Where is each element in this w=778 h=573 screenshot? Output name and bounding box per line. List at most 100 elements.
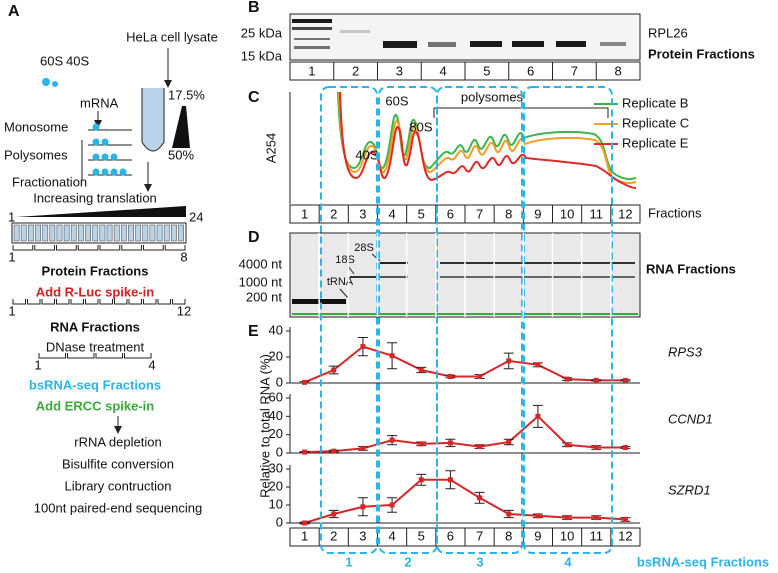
point: [593, 515, 599, 521]
tube: [27, 224, 34, 242]
point: [331, 448, 337, 454]
spike-label: Add R-Luc spike-in: [36, 284, 155, 299]
point: [360, 445, 366, 451]
bracket: [85, 299, 99, 305]
subunit-label: 40S: [66, 53, 89, 68]
point: [622, 377, 628, 383]
marker-label: 25 kDa: [241, 25, 283, 40]
polysome-icons: [81, 123, 132, 180]
fraction-label: 6: [447, 206, 454, 221]
tube: [70, 224, 77, 242]
step-title: bsRNA-seq Fractions: [29, 377, 161, 392]
tube: [163, 224, 170, 242]
point: [564, 442, 570, 448]
x-tick-label: 11: [590, 528, 604, 543]
tube: [13, 224, 20, 242]
translation-wedge: [16, 206, 186, 217]
lane-label: 3: [396, 63, 403, 78]
point: [564, 376, 570, 382]
step-title: RNA Fractions: [50, 319, 140, 334]
trace: [338, 91, 637, 185]
fraction-label: 10: [560, 206, 574, 221]
bracket: [12, 245, 34, 251]
tube: [56, 224, 63, 242]
step-label: Library contruction: [65, 478, 172, 493]
y-axis-label: Relative to total RNA (%): [257, 354, 272, 498]
group-label: 2: [404, 554, 411, 569]
bracket: [67, 353, 95, 359]
point: [389, 502, 395, 508]
fraction-tubes: [11, 222, 187, 244]
legend-label: Replicate C: [622, 115, 689, 130]
point: [389, 353, 395, 359]
step-label: DNase treatment: [46, 339, 145, 354]
bracket: [56, 299, 70, 305]
western-blot: [289, 13, 641, 61]
bracket: [114, 299, 128, 305]
point: [302, 449, 308, 455]
range-label: 1: [34, 357, 41, 372]
bracket: [172, 299, 186, 305]
tube: [178, 224, 184, 242]
tube: [142, 224, 149, 242]
panel-d: D 4000 nt 1000 nt 200 nt tRNA 18S 28S RN…: [239, 229, 736, 318]
line: [304, 478, 626, 524]
y-tick-label: 20: [269, 348, 283, 363]
point: [418, 477, 424, 483]
bracket: [99, 245, 121, 251]
x-tick-label: 10: [560, 528, 574, 543]
y-tick-label: 40: [269, 322, 283, 337]
x-tick-label: 7: [476, 528, 483, 543]
tube: [106, 224, 113, 242]
chart-title: CCND1: [668, 411, 713, 426]
lane-label: 4: [440, 63, 447, 78]
y-tick-label: 20: [269, 478, 283, 493]
point: [477, 444, 483, 450]
bracket: [99, 299, 113, 305]
marker-label: 15 kDa: [241, 48, 283, 63]
line: [304, 414, 626, 454]
x-tick-label: 12: [618, 528, 632, 543]
point: [506, 358, 512, 364]
bracket: [121, 245, 142, 251]
tube-strip: [11, 222, 187, 244]
lane-label: 6: [527, 63, 534, 78]
point: [506, 439, 512, 445]
y-tick-label: 20: [269, 426, 283, 441]
lane-label: 2: [352, 63, 359, 78]
scale-label: 1: [8, 209, 15, 224]
fraction-label: 5: [418, 206, 425, 221]
subunit-label: 60S: [40, 53, 63, 68]
bracket: [143, 245, 164, 251]
tube: [135, 224, 142, 242]
y-tick-label: 0: [276, 444, 283, 459]
tube: [78, 224, 84, 242]
bracket: [12, 299, 26, 305]
line: [304, 345, 626, 384]
y-axis-label: A254: [263, 133, 278, 163]
monosome-label: Monosome: [4, 119, 68, 134]
range-label: 4: [148, 357, 155, 372]
peak-label: 40S: [355, 147, 378, 162]
marker-label: 200 nt: [246, 289, 283, 304]
step-title: Protein Fractions: [42, 263, 149, 278]
legend-label: Replicate E: [622, 135, 689, 150]
point: [535, 513, 541, 519]
tube: [49, 224, 56, 242]
lane-label: 8: [615, 63, 622, 78]
tube: [92, 224, 99, 242]
point: [418, 367, 424, 373]
legend-label: Replicate B: [622, 95, 688, 110]
bracket: [56, 245, 77, 251]
point: [506, 511, 512, 517]
panel-label: D: [248, 229, 260, 246]
panel-e: E Relative to total RNA (%) bsRNA-seq Fr…: [248, 322, 769, 569]
bracket: [128, 299, 142, 305]
gradient-bottom: 50%: [168, 147, 194, 162]
pointer: [339, 288, 349, 299]
spike-label: Add ERCC spike-in: [36, 398, 155, 413]
point: [418, 441, 424, 447]
panel-label: E: [248, 323, 259, 340]
peak-label: 80S: [409, 119, 432, 134]
panel-caption: bsRNA-seq Fractions: [637, 554, 769, 569]
